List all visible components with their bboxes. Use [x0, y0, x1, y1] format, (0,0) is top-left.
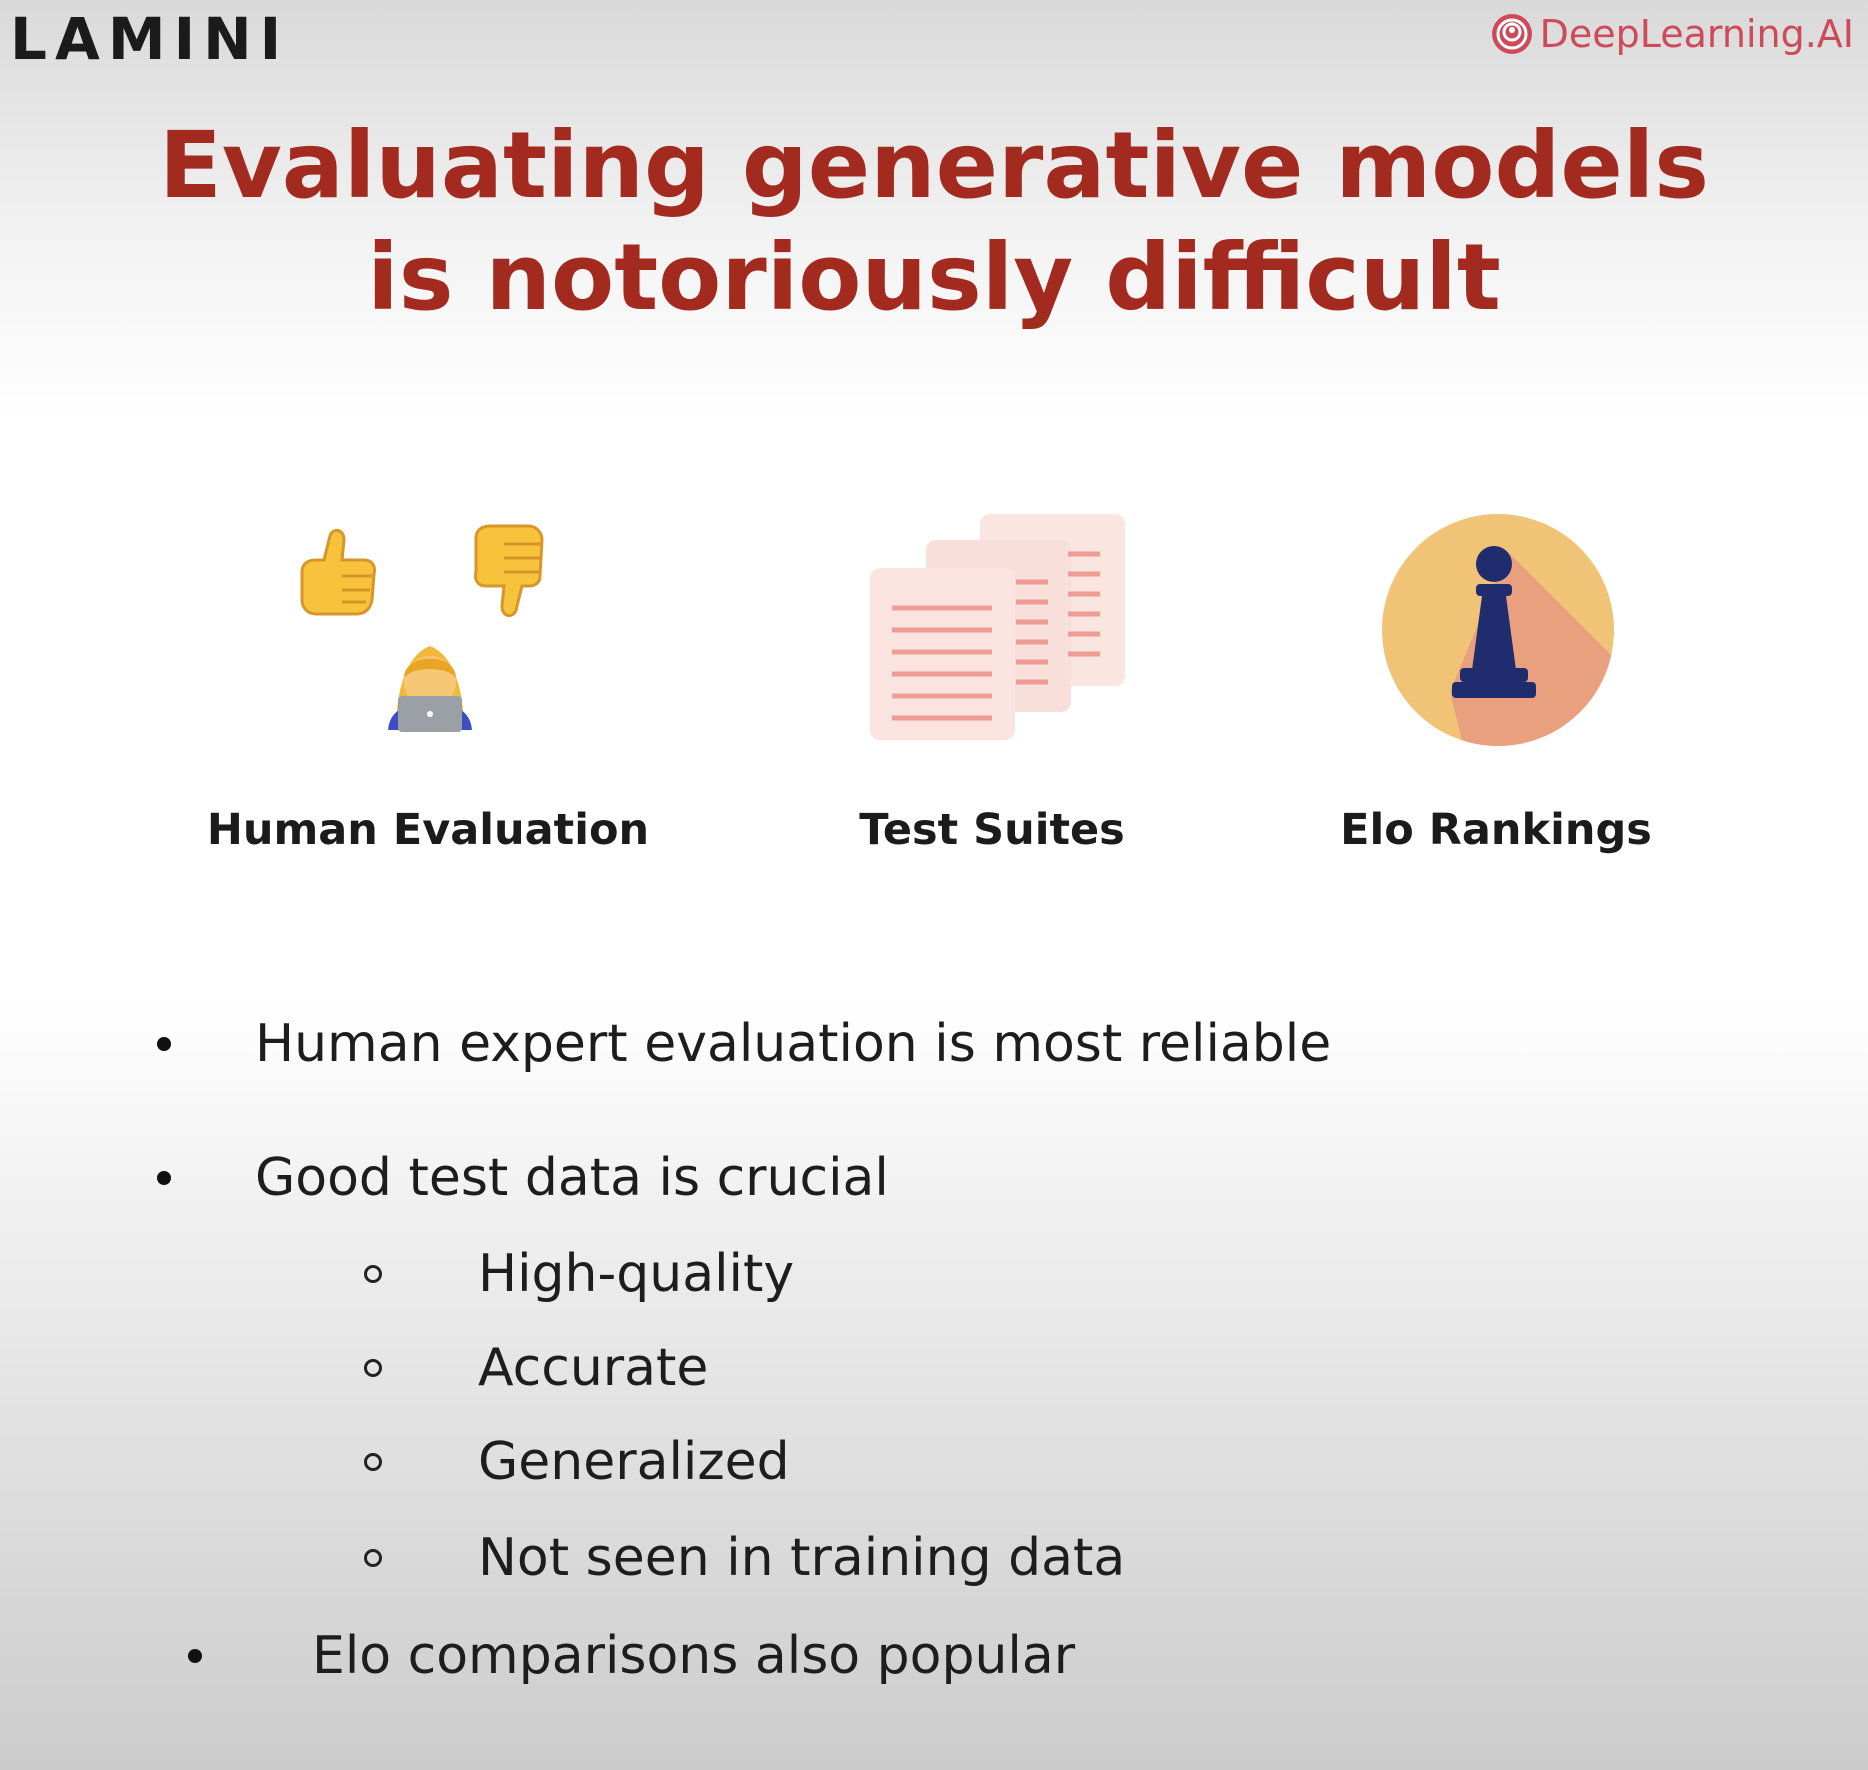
- bullet-dot: [188, 1649, 202, 1663]
- slide-title: Evaluating generative models is notoriou…: [0, 110, 1868, 334]
- sub-bullet-text: Generalized: [478, 1432, 790, 1492]
- sub-bullet-circle: [364, 1453, 382, 1471]
- sub-bullet-generalized: Generalized: [364, 1430, 790, 1494]
- bullet-dot: [157, 1037, 171, 1051]
- human-evaluation-illustration: [300, 524, 544, 732]
- sub-bullet-accurate: Accurate: [364, 1336, 708, 1400]
- bullet-dot: [157, 1171, 171, 1185]
- thumbs-up-icon: [300, 529, 376, 616]
- sub-bullet-high-quality: High-quality: [364, 1242, 794, 1306]
- person-laptop-icon: [388, 646, 472, 732]
- deeplearning-swirl-icon: [1491, 14, 1532, 54]
- stacked-documents-icon: [870, 514, 1125, 740]
- slide-title-line-1: Evaluating generative models: [158, 112, 1710, 219]
- bullet-elo-comparisons: Elo comparisons also popular: [188, 1624, 1075, 1688]
- sub-bullet-circle: [364, 1359, 382, 1377]
- deeplearning-ai-text: DeepLearning.AI: [1539, 12, 1854, 56]
- sub-bullet-text: Not seen in training data: [478, 1528, 1126, 1588]
- bullet-text: Elo comparisons also popular: [312, 1626, 1076, 1686]
- label-human-evaluation: Human Evaluation: [206, 805, 650, 855]
- chess-pawn-icon: [1382, 514, 1614, 746]
- bullet-text: Human expert evaluation is most reliable: [255, 1014, 1332, 1074]
- label-elo-rankings: Elo Rankings: [1340, 805, 1652, 855]
- bullet-human-expert: Human expert evaluation is most reliable: [157, 1012, 1331, 1076]
- sub-bullet-circle: [364, 1265, 382, 1283]
- sub-bullet-not-seen: Not seen in training data: [364, 1526, 1125, 1590]
- label-test-suites: Test Suites: [859, 805, 1125, 855]
- thumbs-down-icon: [474, 524, 544, 617]
- deeplearning-ai-logo: DeepLearning.AI: [1490, 12, 1854, 56]
- slide-title-line-2: is notoriously difficult: [367, 224, 1501, 331]
- bullet-good-test-data: Good test data is crucial: [157, 1146, 889, 1210]
- sub-bullet-text: High-quality: [478, 1244, 795, 1304]
- lamini-logo: LAMINI: [10, 5, 290, 73]
- sub-bullet-circle: [364, 1549, 382, 1567]
- bullet-text: Good test data is crucial: [255, 1148, 889, 1208]
- sub-bullet-text: Accurate: [478, 1338, 709, 1398]
